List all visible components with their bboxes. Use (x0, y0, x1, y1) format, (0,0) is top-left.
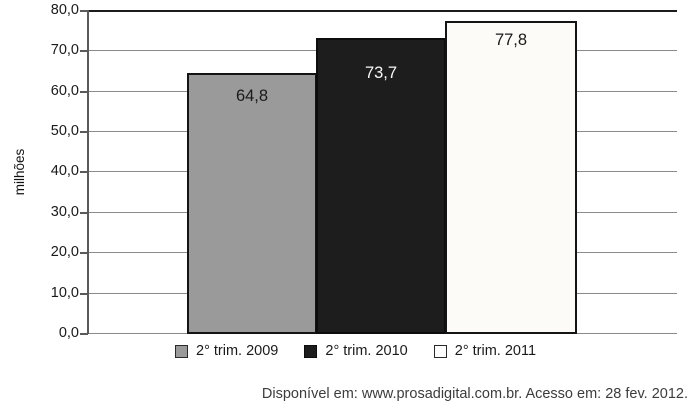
y-tick (80, 91, 88, 93)
y-tick-label: 50,0 (50, 123, 79, 139)
legend-label: 2° trim. 2009 (196, 343, 279, 359)
y-tick-label: 20,0 (50, 244, 79, 260)
legend-item-2009: 2° trim. 2009 (175, 343, 278, 359)
y-tick-label: 80,0 (50, 2, 79, 18)
y-tick (80, 131, 88, 133)
bar-value-label-2009: 64,8 (235, 87, 269, 105)
y-tick (80, 171, 88, 173)
legend-item-2011: 2° trim. 2011 (433, 343, 537, 359)
y-tick-label: 0,0 (58, 325, 79, 341)
y-tick (80, 293, 88, 295)
legend-label: 2° trim. 2010 (325, 343, 408, 359)
y-axis-title: milhões (12, 148, 27, 196)
bar-value-label-2010: 73,7 (364, 64, 398, 82)
y-axis-line (87, 10, 89, 334)
y-tick (80, 252, 88, 254)
y-tick (80, 333, 88, 335)
legend-label: 2° trim. 2011 (454, 343, 537, 359)
y-tick-label: 70,0 (50, 42, 79, 58)
legend-swatch-white (433, 344, 447, 358)
legend-swatch-black (304, 344, 318, 358)
y-tick-label: 30,0 (50, 204, 79, 220)
y-tick-label: 60,0 (50, 83, 79, 99)
bar-value-label-2011: 77,8 (494, 31, 528, 49)
bar-2-trim-2011 (445, 21, 577, 334)
y-tick (80, 212, 88, 214)
y-tick-label: 10,0 (50, 285, 79, 301)
legend-item-2010: 2° trim. 2010 (304, 343, 408, 359)
bar-2-trim-2010 (316, 38, 446, 334)
bar-2-trim-2009 (187, 73, 317, 334)
y-tick-label: 40,0 (50, 163, 79, 179)
y-tick (80, 50, 88, 52)
gridline-80 (87, 10, 677, 12)
legend-swatch-gray (175, 344, 188, 358)
legend: 2° trim. 2009 2° trim. 2010 2° trim. 201… (175, 343, 536, 359)
y-tick (80, 10, 88, 12)
source-citation: Disponível em: www.prosadigital.com.br. … (261, 386, 688, 402)
